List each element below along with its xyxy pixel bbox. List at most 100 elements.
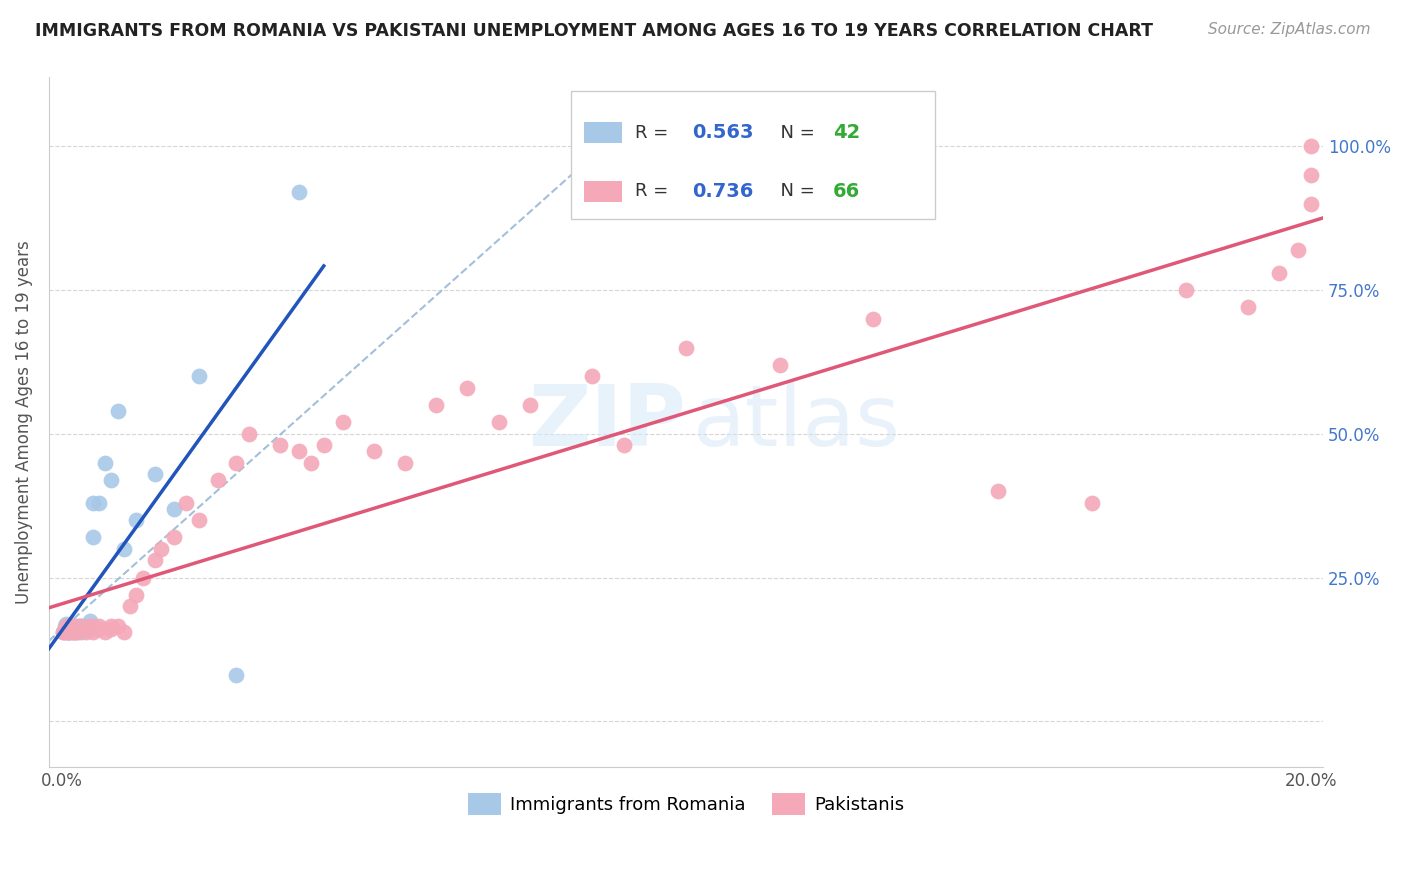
Point bbox=[72, 622, 94, 636]
Point bbox=[187, 369, 209, 384]
Point bbox=[100, 619, 122, 633]
Point bbox=[225, 456, 247, 470]
Point bbox=[55, 622, 77, 636]
Point bbox=[62, 625, 84, 640]
Point bbox=[66, 625, 89, 640]
Point bbox=[94, 456, 117, 470]
Point bbox=[269, 438, 291, 452]
Point bbox=[60, 619, 83, 633]
Point bbox=[131, 570, 153, 584]
Point bbox=[769, 358, 792, 372]
Legend: Immigrants from Romania, Pakistanis: Immigrants from Romania, Pakistanis bbox=[460, 784, 912, 824]
Point bbox=[56, 622, 79, 636]
Point bbox=[52, 625, 75, 640]
Point bbox=[87, 622, 110, 636]
Point bbox=[53, 622, 76, 636]
Point bbox=[75, 619, 97, 633]
Point bbox=[56, 625, 79, 640]
Point bbox=[332, 415, 354, 429]
Point bbox=[58, 622, 80, 636]
Point bbox=[52, 625, 75, 640]
Point bbox=[1237, 301, 1260, 315]
Point bbox=[66, 625, 89, 640]
Point bbox=[82, 625, 104, 640]
Point bbox=[94, 625, 117, 640]
Point bbox=[125, 588, 148, 602]
Text: atlas: atlas bbox=[692, 381, 900, 464]
Point bbox=[63, 619, 86, 633]
Point bbox=[862, 311, 884, 326]
Point bbox=[456, 381, 478, 395]
Point bbox=[69, 619, 91, 633]
Point bbox=[60, 619, 83, 633]
Point bbox=[69, 622, 91, 636]
Point bbox=[425, 398, 447, 412]
Point bbox=[238, 426, 260, 441]
Text: 66: 66 bbox=[832, 182, 860, 201]
Point bbox=[82, 622, 104, 636]
Point bbox=[163, 501, 186, 516]
Point bbox=[55, 625, 77, 640]
Point bbox=[79, 614, 101, 628]
Point bbox=[59, 622, 82, 636]
Point bbox=[299, 456, 322, 470]
Y-axis label: Unemployment Among Ages 16 to 19 years: Unemployment Among Ages 16 to 19 years bbox=[15, 241, 32, 604]
Point bbox=[1286, 243, 1309, 257]
Point bbox=[112, 625, 135, 640]
Point bbox=[100, 622, 122, 636]
Point bbox=[225, 668, 247, 682]
FancyBboxPatch shape bbox=[583, 122, 623, 143]
Text: R =: R = bbox=[636, 124, 673, 142]
Text: N =: N = bbox=[769, 124, 820, 142]
Point bbox=[60, 622, 83, 636]
Point bbox=[120, 599, 142, 614]
Point bbox=[312, 438, 335, 452]
Point bbox=[55, 619, 77, 633]
Point bbox=[288, 444, 311, 458]
Point bbox=[125, 513, 148, 527]
Point bbox=[55, 616, 77, 631]
Point bbox=[69, 622, 91, 636]
Point bbox=[82, 496, 104, 510]
Point bbox=[1174, 283, 1197, 297]
Point bbox=[79, 619, 101, 633]
Text: IMMIGRANTS FROM ROMANIA VS PAKISTANI UNEMPLOYMENT AMONG AGES 16 TO 19 YEARS CORR: IMMIGRANTS FROM ROMANIA VS PAKISTANI UNE… bbox=[35, 22, 1153, 40]
Text: 0.736: 0.736 bbox=[692, 182, 754, 201]
Text: R =: R = bbox=[636, 182, 673, 201]
Point bbox=[176, 496, 198, 510]
Point bbox=[56, 622, 79, 636]
Point bbox=[63, 625, 86, 640]
Point bbox=[56, 622, 79, 636]
Point bbox=[675, 341, 697, 355]
Point bbox=[59, 625, 82, 640]
Point bbox=[107, 404, 129, 418]
Point bbox=[82, 619, 104, 633]
Point bbox=[1081, 496, 1104, 510]
Text: ZIP: ZIP bbox=[529, 381, 686, 464]
Point bbox=[581, 369, 603, 384]
Point bbox=[53, 619, 76, 633]
Point bbox=[112, 541, 135, 556]
Point bbox=[187, 513, 209, 527]
Point bbox=[63, 619, 86, 633]
Point bbox=[75, 625, 97, 640]
Point bbox=[63, 622, 86, 636]
Point bbox=[72, 619, 94, 633]
Point bbox=[58, 625, 80, 640]
Point bbox=[207, 473, 229, 487]
Point bbox=[394, 456, 416, 470]
Point bbox=[1299, 168, 1322, 182]
Point bbox=[87, 496, 110, 510]
Text: Source: ZipAtlas.com: Source: ZipAtlas.com bbox=[1208, 22, 1371, 37]
Point bbox=[100, 473, 122, 487]
Point bbox=[56, 625, 79, 640]
Point bbox=[1299, 197, 1322, 211]
Point bbox=[87, 619, 110, 633]
Point bbox=[56, 619, 79, 633]
Point bbox=[58, 625, 80, 640]
Point bbox=[488, 415, 510, 429]
Point bbox=[1268, 266, 1291, 280]
Text: N =: N = bbox=[769, 182, 820, 201]
Point bbox=[163, 530, 186, 544]
Point bbox=[66, 619, 89, 633]
